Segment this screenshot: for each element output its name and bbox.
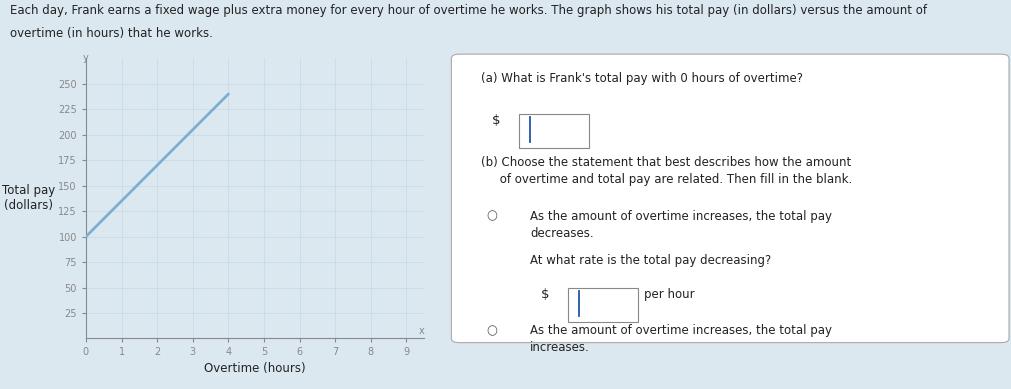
Text: At what rate is the total pay decreasing?: At what rate is the total pay decreasing… [530,254,771,267]
FancyBboxPatch shape [568,288,638,322]
Text: (a) What is Frank's total pay with 0 hours of overtime?: (a) What is Frank's total pay with 0 hou… [481,72,803,85]
Text: per hour: per hour [644,288,695,301]
Text: ○: ○ [486,324,497,337]
Y-axis label: Total pay
(dollars): Total pay (dollars) [2,184,56,212]
Text: As the amount of overtime increases, the total pay
decreases.: As the amount of overtime increases, the… [530,210,832,240]
Text: overtime (in hours) that he works.: overtime (in hours) that he works. [10,27,213,40]
Text: As the amount of overtime increases, the total pay
increases.: As the amount of overtime increases, the… [530,324,832,354]
FancyBboxPatch shape [519,114,589,148]
X-axis label: Overtime (hours): Overtime (hours) [204,362,306,375]
Text: $: $ [492,114,500,127]
Text: y: y [83,53,89,63]
Text: ○: ○ [486,210,497,223]
Text: x: x [419,326,425,336]
Text: Each day, Frank earns a fixed wage plus extra money for every hour of overtime h: Each day, Frank earns a fixed wage plus … [10,4,927,17]
Text: $: $ [541,288,549,301]
Text: (b) Choose the statement that best describes how the amount
     of overtime and: (b) Choose the statement that best descr… [481,156,852,186]
FancyBboxPatch shape [451,54,1009,343]
